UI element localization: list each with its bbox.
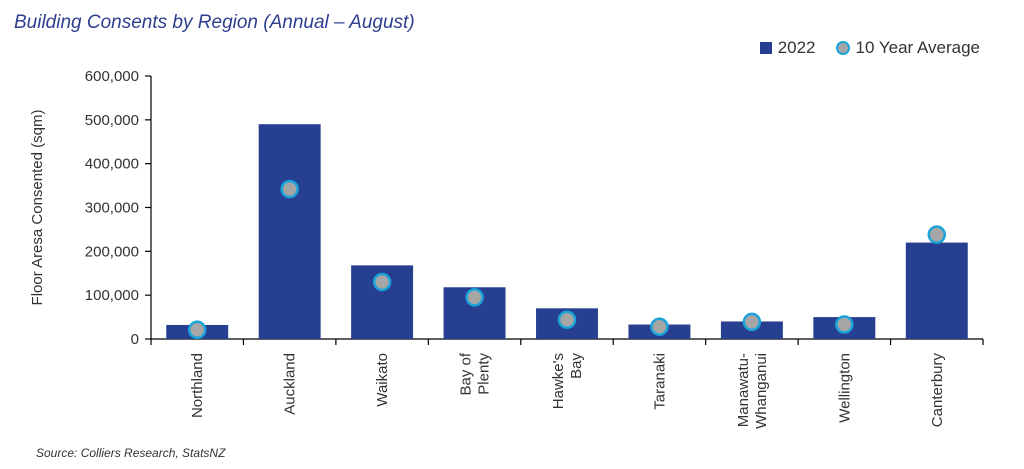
x-tick-label: Plenty — [476, 353, 493, 395]
marker-10-year-average-3 — [465, 288, 484, 307]
legend-item-10-year-average: 10 Year Average — [835, 38, 980, 58]
legend-item-2022: 2022 — [759, 38, 816, 58]
marker-10-year-average-7 — [835, 315, 854, 334]
marker-10-year-average-0 — [187, 320, 207, 340]
chart-title: Building Consents by Region (Annual – Au… — [14, 12, 415, 33]
x-tick-label: Bay of — [458, 352, 475, 395]
x-tick-label: Manawatu- — [735, 353, 752, 427]
y-tick-label: 400,000 — [85, 156, 139, 173]
x-tick-label: Bay — [568, 353, 585, 379]
marker-10-year-average-4 — [557, 310, 577, 329]
legend: 2022 10 Year Average — [759, 38, 980, 58]
x-tick-label: Taranaki — [651, 353, 668, 410]
x-tick-label: Waikato — [374, 353, 391, 407]
source-note: Source: Colliers Research, StatsNZ — [36, 446, 226, 460]
y-tick-label: 0 — [131, 331, 139, 348]
x-tick-label: Wellington — [836, 353, 853, 423]
legend-label-10-year-average: 10 Year Average — [855, 38, 980, 57]
marker-10-year-average-5 — [650, 317, 669, 336]
y-tick-label: 100,000 — [85, 287, 139, 304]
x-tick-label: Whanganui — [753, 353, 770, 429]
x-tick-label: Auckland — [282, 353, 299, 415]
x-tick-label: Canterbury — [929, 353, 946, 428]
y-tick-label: 600,000 — [85, 68, 139, 85]
y-tick-label: 300,000 — [85, 200, 139, 217]
bar-2022-8 — [905, 242, 968, 339]
x-tick-label: Northland — [189, 353, 206, 418]
legend-swatch-bar — [759, 42, 772, 54]
marker-10-year-average-8 — [927, 225, 947, 244]
y-tick-label: 200,000 — [85, 243, 139, 260]
y-axis-label: Floor Aresa Consented (sqm) — [29, 110, 46, 306]
bar-2022-1 — [258, 124, 321, 339]
marker-10-year-average-2 — [372, 272, 392, 292]
x-tick-label: Hawke's — [550, 353, 567, 409]
legend-swatch-marker — [835, 41, 850, 55]
y-tick-label: 500,000 — [85, 112, 139, 129]
marker-10-year-average-1 — [280, 179, 299, 199]
marker-10-year-average-6 — [742, 312, 762, 332]
legend-label-2022: 2022 — [777, 38, 816, 57]
